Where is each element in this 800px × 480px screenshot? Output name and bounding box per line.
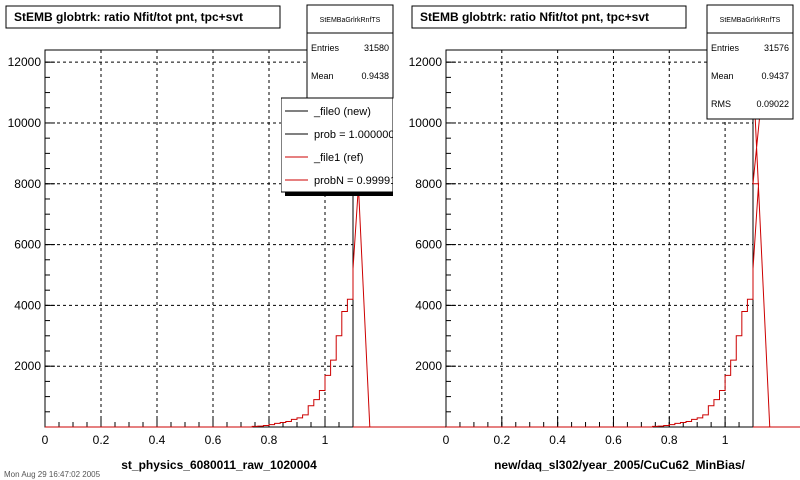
y-tick-label: 2000 — [14, 359, 41, 373]
x-tick-label: 0.2 — [493, 433, 510, 447]
y-tick-label: 8000 — [14, 177, 41, 191]
legend: _file0 (new) prob = 1.000000 _file1 (ref) p… — [281, 97, 402, 196]
y-tick-label: 2000 — [415, 359, 442, 373]
stats-value: 31580 — [364, 43, 389, 53]
y-tick-label: 4000 — [415, 298, 442, 312]
x-axis-label: new/daq_sl302/year_2005/CuCu62_MinBias/ — [494, 458, 745, 472]
title-box — [411, 5, 687, 29]
x-tick-label: 0.8 — [661, 433, 678, 447]
histogram-panel-2: 0 0.2 0.4 0.6 0.8 120004000600080001000012000… — [409, 4, 800, 472]
footer-timestamp: Mon Aug 29 16:47:02 2005 — [4, 470, 101, 479]
x-tick-label: 0.6 — [605, 433, 622, 447]
stats-value: 0.9437 — [761, 71, 789, 81]
x-tick-label: 1 — [722, 433, 729, 447]
y-tick-label: 10000 — [409, 116, 443, 130]
x-tick-label: 0.2 — [93, 433, 110, 447]
y-tick-label: 12000 — [409, 55, 443, 69]
y-tick-label: 8000 — [415, 177, 442, 191]
legend-entry: probN = 0.999910 — [314, 175, 402, 187]
stats-value: 0.9438 — [361, 71, 389, 81]
chart-title: StEMB globtrk: ratio Nfit/tot pnt, tpc+s… — [14, 10, 243, 24]
x-tick-label: 0.6 — [205, 433, 222, 447]
legend-box — [281, 97, 393, 193]
histogram-series — [45, 70, 488, 428]
histogram-series — [446, 70, 800, 428]
stats-label: Mean — [311, 71, 334, 81]
stats-label: RMS — [711, 99, 731, 109]
x-tick-label: 0 — [443, 433, 450, 447]
x-tick-label: 1 — [322, 433, 329, 447]
stats-name: StEMBaGrlrkRnfTS — [720, 17, 781, 24]
legend-entry: prob = 1.000000 — [314, 129, 394, 141]
stats-value: 31576 — [764, 43, 789, 53]
x-tick-label: 0.4 — [149, 433, 166, 447]
y-tick-label: 4000 — [14, 298, 41, 312]
y-tick-label: 6000 — [415, 238, 442, 252]
stats-label: Entries — [711, 43, 740, 53]
stats-box — [706, 4, 794, 120]
chart-title: StEMB globtrk: ratio Nfit/tot pnt, tpc+s… — [420, 10, 649, 24]
x-tick-label: 0.4 — [549, 433, 566, 447]
x-tick-label: 0 — [42, 433, 49, 447]
stats-box — [306, 4, 394, 99]
histogram-panel-1: 0 0.2 0.4 0.6 0.8 120004000600080001000012000… — [5, 4, 488, 472]
plot-frame — [445, 49, 754, 428]
legend-entry: _file0 (new) — [313, 106, 371, 118]
stats-value: 0.09022 — [756, 99, 789, 109]
stats-label: Entries — [311, 43, 340, 53]
title-box — [5, 5, 281, 29]
y-tick-label: 6000 — [14, 238, 41, 252]
stats-label: Mean — [711, 71, 734, 81]
stats-name: StEMBaGrlrkRnfTS — [320, 17, 381, 24]
y-tick-label: 10000 — [8, 116, 42, 130]
legend-entry: _file1 (ref) — [313, 152, 364, 164]
x-axis-label: st_physics_6080011_raw_1020004 — [121, 458, 317, 472]
y-tick-label: 12000 — [8, 55, 42, 69]
x-tick-label: 0.8 — [261, 433, 278, 447]
